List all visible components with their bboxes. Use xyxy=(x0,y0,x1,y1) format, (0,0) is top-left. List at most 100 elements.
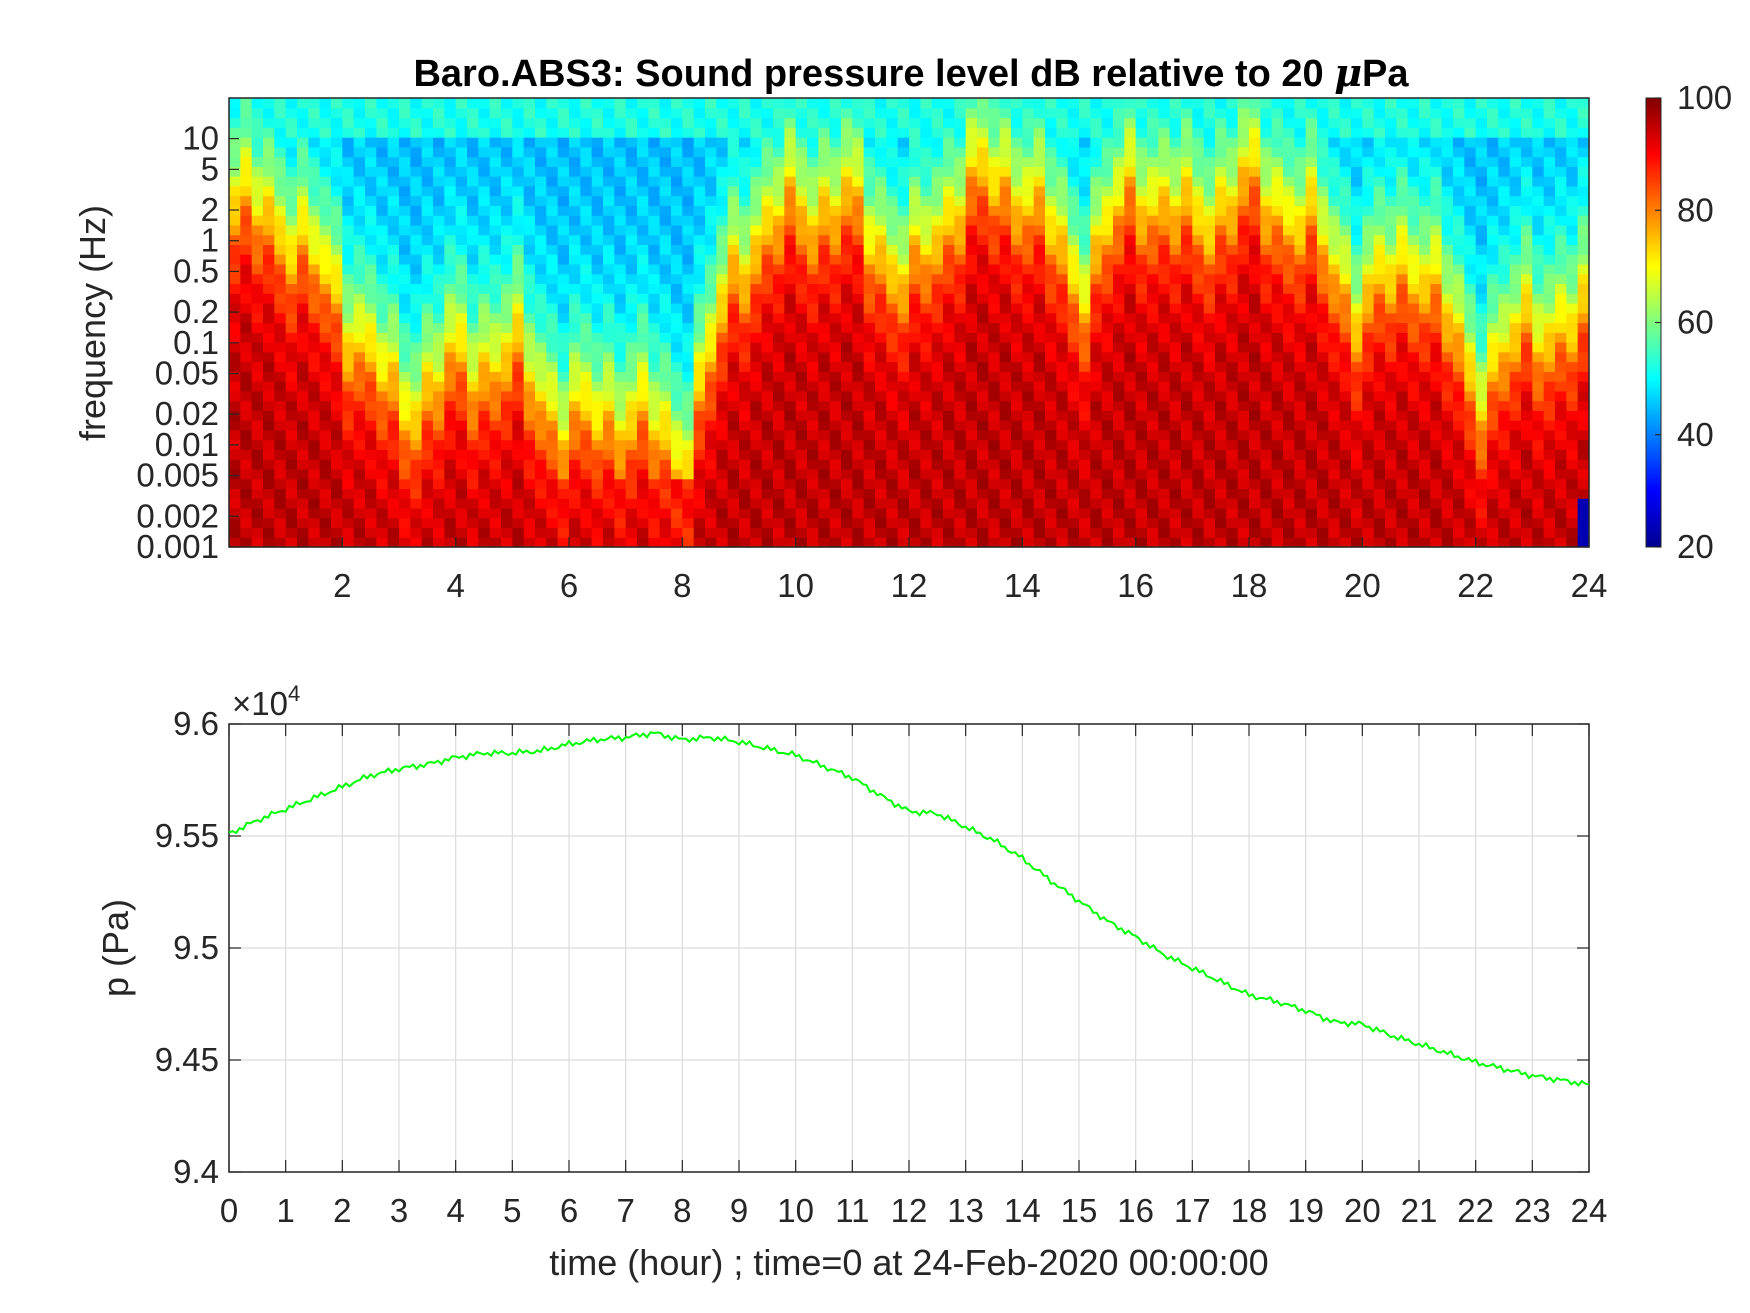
heatmap-cell xyxy=(285,410,298,421)
heatmap-cell xyxy=(682,429,695,441)
heatmap-cell xyxy=(1271,195,1284,206)
heatmap-cell xyxy=(1271,498,1284,509)
heatmap-cell xyxy=(1283,98,1295,109)
heatmap-cell xyxy=(999,146,1012,158)
heatmap-cell xyxy=(1305,390,1318,402)
heatmap-cell xyxy=(784,244,797,255)
heatmap-cell xyxy=(263,342,275,353)
heatmap-cell xyxy=(886,302,899,314)
heatmap-cell xyxy=(489,371,502,382)
heatmap-cell xyxy=(637,215,649,226)
heatmap-cell xyxy=(580,488,593,499)
heatmap-cell xyxy=(716,146,729,158)
heatmap-cell xyxy=(1249,156,1261,167)
heatmap-cell xyxy=(580,293,593,304)
heatmap-cell xyxy=(1022,312,1035,324)
heatmap-cell xyxy=(1033,381,1046,392)
heatmap-cell xyxy=(603,429,615,441)
heatmap-cell xyxy=(1317,263,1329,275)
heatmap-cell xyxy=(1362,146,1375,158)
heatmap-cell xyxy=(875,439,887,450)
heatmap-cell xyxy=(1124,390,1137,402)
heatmap-cell xyxy=(807,98,819,109)
heatmap-cell xyxy=(807,468,819,480)
heatmap-cell xyxy=(433,215,445,226)
heatmap-cell xyxy=(671,351,683,363)
heatmap-cell xyxy=(897,537,910,548)
heatmap-cell xyxy=(1215,98,1227,109)
heatmap-cell xyxy=(909,156,921,167)
heatmap-cell xyxy=(1022,488,1035,499)
heatmap-cell xyxy=(943,166,955,177)
heatmap-cell xyxy=(1147,478,1159,490)
heatmap-cell xyxy=(1237,224,1250,236)
heatmap-cell xyxy=(965,429,978,441)
heatmap-cell xyxy=(433,156,445,167)
heatmap-cell xyxy=(886,459,899,470)
heatmap-cell xyxy=(501,263,513,275)
heatmap-cell xyxy=(308,224,321,236)
heatmap-cell xyxy=(399,390,411,402)
heatmap-cell xyxy=(591,459,604,470)
heatmap-cell xyxy=(784,478,797,490)
heatmap-cell xyxy=(433,185,445,197)
heatmap-cell xyxy=(1362,127,1375,138)
heatmap-cell xyxy=(297,312,309,324)
heatmap-cell xyxy=(1203,449,1216,460)
heatmap-cell xyxy=(1011,459,1023,470)
heatmap-cell xyxy=(478,185,491,197)
heatmap-cell xyxy=(705,429,717,441)
heatmap-cell xyxy=(920,98,933,109)
heatmap-cell xyxy=(1385,283,1397,294)
heatmap-cell xyxy=(1079,234,1091,246)
heatmap-cell xyxy=(920,234,933,246)
heatmap-cell xyxy=(1249,488,1261,499)
heatmap-cell xyxy=(580,283,593,294)
heatmap-cell xyxy=(1158,332,1171,343)
heatmap-cell xyxy=(1158,507,1171,519)
heatmap-cell xyxy=(342,439,355,450)
heatmap-cell xyxy=(1226,459,1239,470)
heatmap-cell xyxy=(1079,381,1091,392)
heatmap-cell xyxy=(1249,137,1261,148)
heatmap-cell xyxy=(875,302,887,314)
heatmap-cell xyxy=(421,254,434,265)
heatmap-cell xyxy=(1260,137,1273,148)
heatmap-cell xyxy=(240,420,253,431)
heatmap-cell xyxy=(1351,459,1363,470)
heatmap-cell xyxy=(1226,478,1239,490)
heatmap-cell xyxy=(807,293,819,304)
heatmap-cell xyxy=(1033,146,1046,158)
heatmap-cell xyxy=(1135,468,1148,480)
heatmap-cell xyxy=(716,215,729,226)
heatmap-cell xyxy=(727,381,740,392)
heatmap-cell xyxy=(535,332,547,343)
heatmap-cell xyxy=(637,478,649,490)
heatmap-cell xyxy=(1101,195,1114,206)
heatmap-cell xyxy=(716,400,729,411)
heatmap-cell xyxy=(1124,322,1137,333)
heatmap-cell xyxy=(705,137,717,148)
heatmap-cell xyxy=(1113,439,1125,450)
heatmap-cell xyxy=(1407,351,1420,363)
heatmap-cell xyxy=(988,176,1001,187)
heatmap-cell xyxy=(1079,390,1091,402)
heatmap-cell xyxy=(319,205,332,216)
heatmap-cell xyxy=(319,244,332,255)
heatmap-cell xyxy=(308,420,321,431)
heatmap-cell xyxy=(546,312,559,324)
heatmap-cell xyxy=(1362,205,1375,216)
heatmap-cell xyxy=(546,98,559,109)
heatmap-cell xyxy=(603,517,615,529)
heatmap-cell xyxy=(705,185,717,197)
heatmap-cell xyxy=(693,527,706,538)
heatmap-cell xyxy=(580,176,593,187)
heatmap-cell xyxy=(1271,312,1284,324)
heatmap-cell xyxy=(546,215,559,226)
heatmap-cell xyxy=(750,449,763,460)
heatmap-cell xyxy=(1101,537,1114,548)
heatmap-cell xyxy=(1135,420,1148,431)
heatmap-cell xyxy=(818,107,831,119)
heatmap-cell xyxy=(1113,195,1125,206)
heatmap-cell xyxy=(920,146,933,158)
